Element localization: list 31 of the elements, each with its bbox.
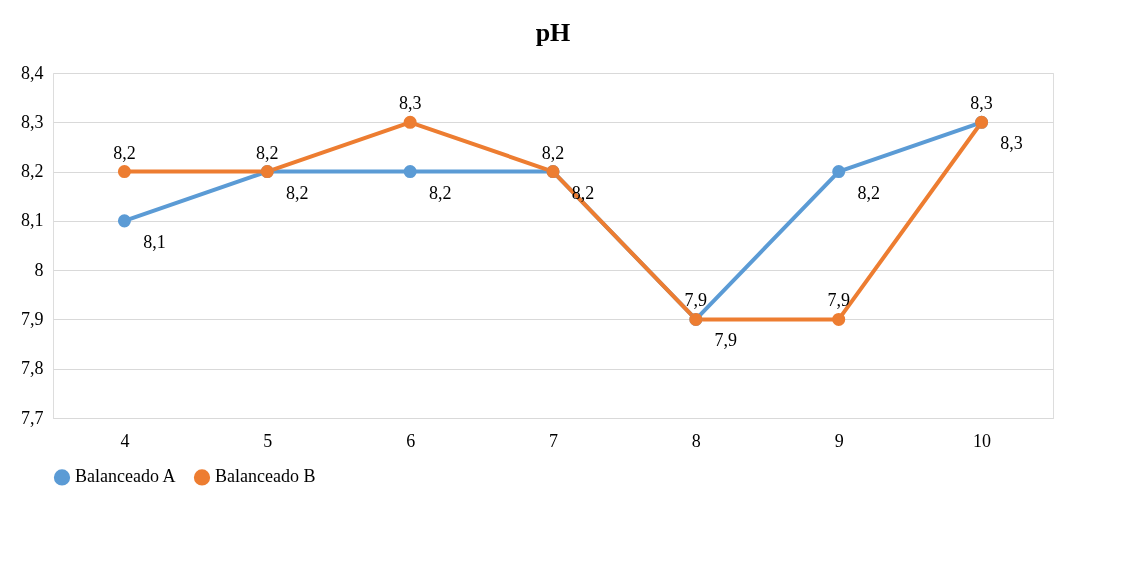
data-label: 8,3 bbox=[970, 93, 993, 114]
legend-label: Balanceado A bbox=[75, 466, 176, 487]
legend-label: Balanceado B bbox=[215, 466, 316, 487]
data-label: 8,2 bbox=[256, 142, 279, 163]
data-label: 8,2 bbox=[286, 182, 309, 203]
y-tick-label: 8,2 bbox=[21, 161, 44, 182]
y-tick-label: 8,4 bbox=[21, 62, 44, 83]
x-tick-label: 8 bbox=[691, 430, 701, 451]
y-tick-label: 7,7 bbox=[21, 407, 44, 428]
data-label: 8,2 bbox=[428, 182, 452, 203]
x-tick-label: 4 bbox=[120, 430, 130, 451]
x-tick-label: 9 bbox=[834, 430, 844, 451]
y-tick-label: 8 bbox=[34, 259, 44, 280]
y-tick-label: 7,8 bbox=[21, 358, 44, 379]
x-tick-label: 10 bbox=[973, 430, 992, 451]
y-tick-label: 7,9 bbox=[21, 308, 44, 329]
data-label: 7,9 bbox=[684, 290, 708, 311]
x-tick-label: 6 bbox=[406, 430, 416, 451]
data-label: 8,3 bbox=[398, 93, 422, 114]
data-label: 8,2 bbox=[113, 142, 136, 163]
x-tick-label: 7 bbox=[549, 430, 558, 451]
chart-title: pH bbox=[535, 18, 571, 47]
data-label: 8,3 bbox=[1000, 133, 1023, 154]
data-label: 7,9 bbox=[827, 290, 850, 311]
y-tick-label: 8,1 bbox=[21, 210, 44, 231]
data-label: 7,9 bbox=[714, 330, 738, 351]
data-label: 8,1 bbox=[143, 231, 166, 252]
x-tick-label: 5 bbox=[263, 430, 273, 451]
y-tick-label: 8,3 bbox=[21, 111, 44, 132]
data-label: 8,2 bbox=[857, 182, 880, 203]
data-label: 8,2 bbox=[541, 142, 565, 163]
